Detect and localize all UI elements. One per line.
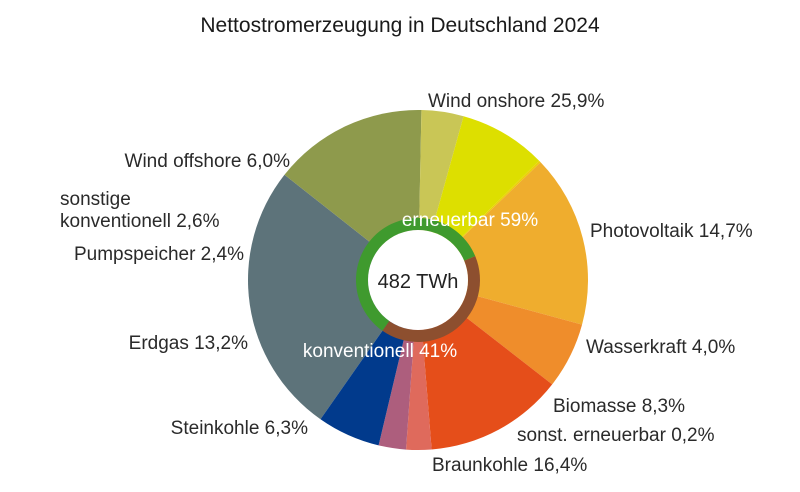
group-label-erneuerbar: erneuerbar 59% xyxy=(402,210,538,231)
slice-label-wind-onshore: Wind onshore 25,9% xyxy=(428,91,604,112)
slice-label-biomasse: Biomasse 8,3% xyxy=(553,396,685,417)
slice-label-erdgas: Erdgas 13,2% xyxy=(129,333,248,354)
slice-label-steinkohle: Steinkohle 6,3% xyxy=(171,418,308,439)
group-ring-konventionell xyxy=(382,256,480,342)
slice-label-pumpspeicher: Pumpspeicher 2,4% xyxy=(74,244,244,265)
slice-label-sonst-erneuerbar: sonst. erneuerbar 0,2% xyxy=(517,425,715,446)
chart-title: Nettostromerzeugung in Deutschland 2024 xyxy=(200,14,600,37)
center-hole xyxy=(368,230,468,330)
center-total-label: 482 TWh xyxy=(378,271,459,293)
slice-label-photovoltaik: Photovoltaik 14,7% xyxy=(590,221,753,242)
slice-label-braunkohle: Braunkohle 16,4% xyxy=(432,455,587,476)
slice-label-wind-offshore: Wind offshore 6,0% xyxy=(125,151,291,172)
slice-label-wasserkraft: Wasserkraft 4,0% xyxy=(586,337,735,358)
slice-label-sonstige-konventionell: sonstige konventionell 2,6% xyxy=(60,189,220,232)
pie-slice-wind-onshore xyxy=(247,174,418,420)
pie-slice-pumpspeicher xyxy=(406,280,432,450)
group-label-konventionell: konventionell 41% xyxy=(303,341,457,362)
